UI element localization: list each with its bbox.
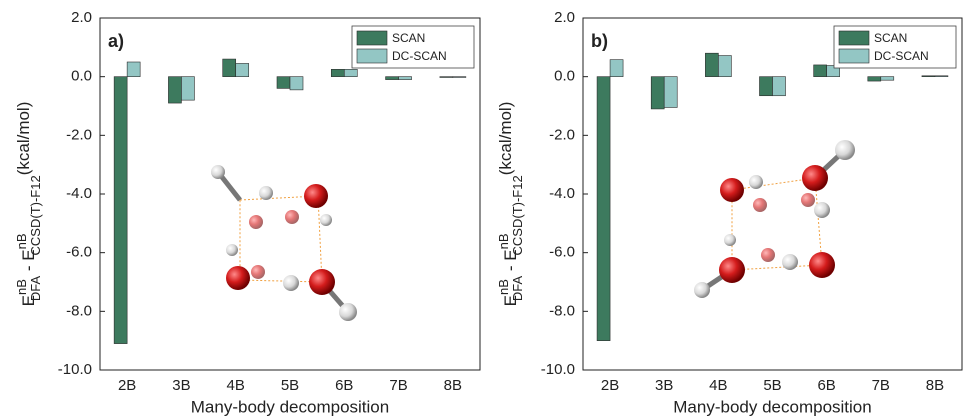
y-tick-label: 2.0: [71, 9, 92, 26]
x-tick-label: 8B: [444, 377, 462, 394]
panel-label: b): [591, 31, 608, 51]
molecule-b: [694, 140, 855, 298]
bar: [181, 76, 195, 101]
y-label-part: E: [501, 295, 520, 306]
y-label-part: - E: [501, 249, 520, 275]
bar: [867, 76, 882, 82]
y-tick-label: 0.0: [71, 68, 92, 85]
y-axis-label: EnBDFA - EnBCCSD(T)-F12(kcal/mol): [496, 102, 525, 307]
bar: [826, 65, 840, 77]
y-label-part: (kcal/mol): [14, 102, 33, 176]
y-label-part: - E: [19, 249, 38, 275]
x-tick-label: 2B: [601, 377, 619, 394]
x-tick-label: 8B: [926, 377, 944, 394]
x-tick-label: 7B: [872, 377, 890, 394]
x-tick-label: 6B: [335, 377, 353, 394]
y-axis-label: EnBDFA - EnBCCSD(T)-F12(kcal/mol): [14, 102, 43, 307]
plot-frame: [99, 17, 481, 371]
y-tick-label: -8.0: [66, 302, 92, 319]
legend-label: DC-SCAN: [392, 49, 447, 63]
x-tick-label: 3B: [655, 377, 673, 394]
y-label-part: nB: [14, 279, 29, 295]
molecule-a: [211, 165, 357, 321]
bar: [222, 58, 237, 77]
bar: [663, 76, 678, 108]
bar: [934, 75, 949, 77]
bar: [168, 76, 182, 104]
bar: [759, 76, 773, 97]
y-tick-label: -2.0: [66, 126, 92, 143]
y-label-part: nB: [14, 233, 29, 249]
bar: [289, 76, 304, 91]
legend-swatch: [838, 48, 870, 64]
bar: [921, 75, 936, 77]
bar: [452, 76, 467, 78]
y-tick-label: -4.0: [549, 185, 575, 202]
bar: [235, 63, 250, 77]
bar: [772, 76, 786, 97]
bar: [880, 76, 895, 81]
legend-label: SCAN: [874, 31, 907, 45]
bar: [330, 69, 345, 77]
x-tick-label: 6B: [817, 377, 835, 394]
y-label-part: nB: [496, 279, 511, 295]
y-label-part: CCSD(T)-F12: [28, 175, 43, 255]
legend-label: DC-SCAN: [874, 49, 929, 63]
y-label-part: E: [19, 295, 38, 306]
panel-label: a): [108, 31, 124, 51]
x-axis-label: Many-body decomposition: [673, 397, 871, 416]
y-label-part: DFA: [28, 276, 43, 302]
bar: [343, 69, 358, 77]
panel: -10.0 -8.0 -6.0 -4.0 -2.0 0.0 2.0 2B 3B 4B 5B 6B 7B 8…: [496, 9, 963, 416]
y-tick-label: -8.0: [549, 302, 575, 319]
bar: [385, 76, 399, 80]
x-tick-label: 4B: [709, 377, 727, 394]
bar: [439, 76, 454, 78]
x-axis-label: Many-body decomposition: [191, 397, 389, 416]
x-tick-label: 3B: [172, 377, 190, 394]
bar: [609, 59, 624, 77]
bar: [398, 76, 412, 80]
y-tick-label: -4.0: [66, 185, 92, 202]
panel: -10.0 -8.0 -6.0 -4.0 -2.0 0.0 2.0 2B 3B 4B 5B 6B 7B 8…: [14, 9, 481, 416]
x-tick-label: 5B: [763, 377, 781, 394]
y-tick-label: -10.0: [58, 361, 92, 378]
legend-swatch: [838, 30, 870, 46]
legend-swatch: [356, 48, 388, 64]
y-label-part: nB: [496, 233, 511, 249]
bar: [276, 76, 291, 89]
plot-frame: [582, 17, 963, 371]
legend-label: SCAN: [392, 31, 425, 45]
bar: [650, 76, 665, 110]
bar: [718, 55, 732, 77]
y-label-part: CCSD(T)-F12: [510, 175, 525, 255]
y-tick-label: -10.0: [541, 361, 575, 378]
y-tick-label: -2.0: [549, 126, 575, 143]
bar: [813, 64, 827, 77]
x-tick-label: 4B: [227, 377, 245, 394]
y-tick-label: 0.0: [554, 68, 575, 85]
y-label-part: DFA: [510, 276, 525, 302]
y-tick-label: -6.0: [66, 244, 92, 261]
bar: [126, 61, 141, 77]
legend-swatch: [356, 30, 388, 46]
bar: [596, 76, 611, 341]
y-tick-label: -6.0: [549, 244, 575, 261]
y-tick-label: 2.0: [554, 9, 575, 26]
bar: [705, 52, 719, 77]
bar: [113, 76, 128, 344]
x-tick-label: 2B: [118, 377, 136, 394]
y-label-part: (kcal/mol): [496, 102, 515, 176]
x-tick-label: 7B: [389, 377, 407, 394]
x-tick-label: 5B: [281, 377, 299, 394]
